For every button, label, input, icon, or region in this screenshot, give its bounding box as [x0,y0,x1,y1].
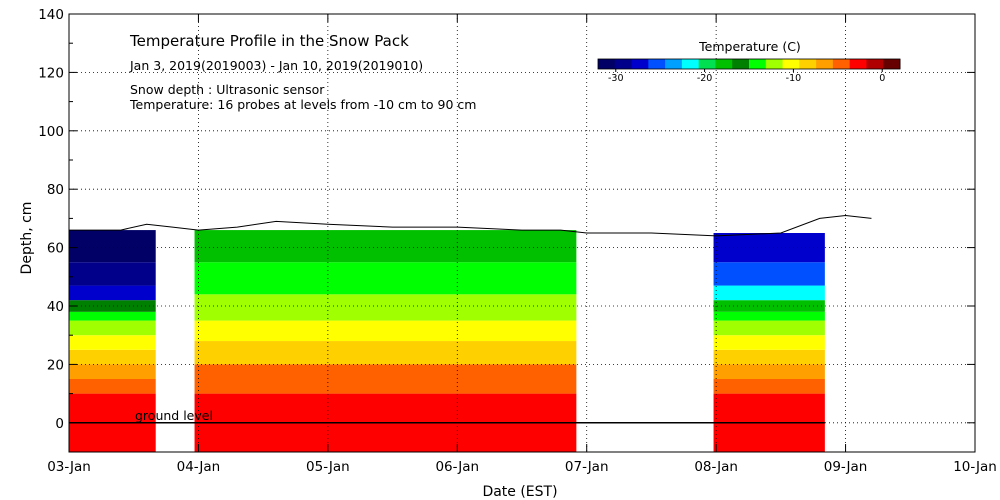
temp-band-0-7 [69,300,156,312]
y-tick-label: 20 [47,357,64,373]
colorbar: Temperature (C) -30 -20 -10 0 [597,39,901,84]
x-tick-label: 10-Jan [953,459,997,475]
colorbar-frame [597,58,901,70]
temperature-field [69,230,825,452]
y-tick-label: 140 [38,7,64,23]
y-tick-label: 40 [47,299,64,315]
colorbar-swatch [782,59,800,69]
temp-band-0-3 [69,349,156,365]
temp-band-1-4 [194,294,577,321]
temp-band-2-8 [713,285,825,301]
colorbar-swatch [866,59,884,69]
y-tick-label: 60 [47,241,64,257]
chart-note-1: Snow depth : Ultrasonic sensor [130,82,325,97]
temp-band-2-2 [713,364,825,379]
grid-lines [69,14,975,452]
snow-depth-line-group [69,214,872,237]
colorbar-swatch [614,59,633,69]
temp-band-1-3 [194,320,577,342]
colorbar-label: Temperature (C) [698,39,801,54]
temp-band-2-6 [713,311,825,321]
y-tick-label: 0 [55,416,64,432]
colorbar-tick-label: -10 [786,73,802,84]
temp-band-2-3 [713,349,825,365]
x-tick-label: 05-Jan [306,459,350,475]
colorbar-swatch [598,59,616,69]
x-tick-label: 07-Jan [565,459,609,475]
colorbar-swatch [832,59,851,69]
colorbar-tick-label: -30 [608,73,624,84]
chart-title: Temperature Profile in the Snow Pack [129,32,409,50]
temp-band-2-5 [713,320,825,336]
temp-band-1-5 [194,262,577,295]
x-tick-label: 08-Jan [694,459,738,475]
temp-band-0-6 [69,311,156,321]
snow-depth-line [69,214,872,237]
colorbar-swatch [816,59,834,69]
colorbar-swatch [681,59,700,69]
colorbar-swatch [648,59,666,69]
temp-band-0-8 [69,285,156,301]
x-tick-label: 06-Jan [435,459,479,475]
ground-level-label: ground level [135,408,213,423]
colorbar-swatch [883,59,901,69]
temp-band-1-6 [194,230,577,263]
temp-band-2-9 [713,262,825,286]
temp-band-2-4 [713,335,825,350]
axes: 03-Jan 04-Jan 05-Jan 06-Jan 07-Jan 08-Jan 09-J… [38,7,997,475]
temp-band-1-2 [194,341,577,365]
colorbar-swatch [765,59,784,69]
temp-band-0-5 [69,320,156,336]
colorbar-swatch [799,59,817,69]
colorbar-swatch [698,59,716,69]
colorbar-tick-label: -20 [697,73,713,84]
y-tick-label: 80 [47,182,64,198]
chart-note-2: Temperature: 16 probes at levels from -1… [129,97,476,112]
temp-band-1-1 [194,364,577,394]
y-tick-label: 100 [38,124,64,140]
temp-band-0-2 [69,364,156,379]
x-axis-label: Date (EST) [482,484,557,500]
temp-band-0-4 [69,335,156,350]
colorbar-swatch [665,59,683,69]
colorbar-swatch [849,59,867,69]
colorbar-swatch [631,59,649,69]
plot-frame [68,13,976,453]
colorbar-swatch [749,59,767,69]
colorbar-swatch [732,59,750,69]
chart-subtitle: Jan 3, 2019(2019003) - Jan 10, 2019(2019… [129,58,423,73]
temp-band-2-1 [713,379,825,394]
temp-band-0-1 [69,379,156,394]
x-tick-label: 09-Jan [824,459,868,475]
x-tick-label: 03-Jan [47,459,91,475]
y-tick-label: 120 [38,65,64,81]
temp-band-0-10 [69,230,156,263]
y-axis-label: Depth, cm [19,202,35,275]
x-tick-label: 04-Jan [177,459,221,475]
colorbar-swatch [715,59,733,69]
colorbar-tick-label: 0 [879,73,885,84]
temp-band-0-9 [69,262,156,286]
